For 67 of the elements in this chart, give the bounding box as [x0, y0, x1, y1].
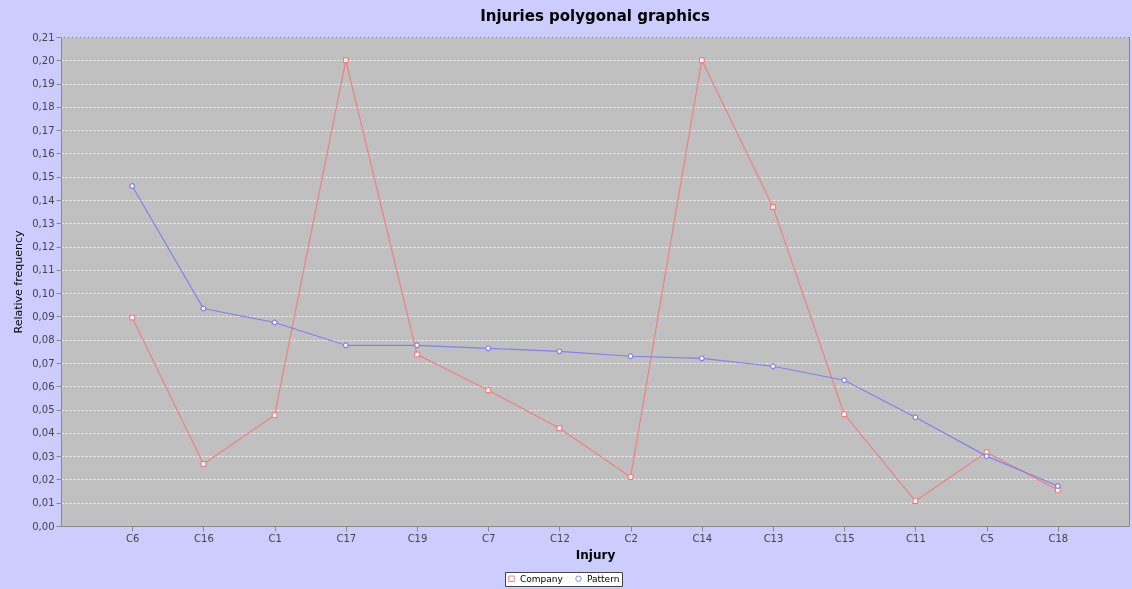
y-tick-label: 0,04 [32, 427, 55, 439]
point [841, 411, 848, 418]
point [271, 412, 278, 419]
point [129, 314, 136, 321]
legend-label: Company [520, 573, 564, 584]
y-tick-label: 0,16 [32, 147, 55, 159]
x-tick-label: C14 [692, 532, 713, 544]
x-tick-label: C12 [550, 532, 570, 544]
x-tick-label: C18 [1048, 532, 1069, 544]
point [129, 183, 136, 189]
y-tick-label: 0,10 [32, 287, 55, 299]
y-tick-label: 0,08 [32, 334, 55, 346]
x-axis-title: Injury [575, 547, 616, 562]
y-tick-label: 0,05 [32, 404, 55, 416]
point [627, 474, 634, 481]
point [770, 204, 776, 210]
x-tick-label: C19 [407, 532, 428, 544]
x-tick-label: C2 [624, 532, 638, 544]
y-tick-label: 0,19 [32, 78, 55, 90]
point [841, 377, 848, 384]
point [912, 414, 919, 421]
point [556, 348, 563, 355]
y-tick-label: 0,14 [32, 194, 55, 206]
y-tick-label: 0,21 [32, 31, 55, 43]
y-tick-label: 0,20 [32, 54, 55, 66]
x-tick-label: C17 [336, 532, 357, 544]
x-tick-label: C5 [980, 532, 994, 544]
point [342, 342, 349, 349]
point [200, 305, 207, 312]
y-tick-label: 0,00 [32, 520, 55, 532]
y-tick-label: 0,03 [32, 450, 55, 462]
point [1054, 483, 1061, 489]
point [485, 345, 492, 352]
point [983, 453, 990, 460]
x-tick-label: C15 [834, 532, 855, 544]
y-tick-label: 0,17 [32, 124, 55, 136]
x-tick-label: C16 [194, 532, 214, 544]
y-axis-title: Relative frequency [12, 230, 26, 334]
x-tick-label: C6 [126, 532, 140, 544]
point [627, 353, 634, 360]
point [912, 498, 919, 505]
point [414, 342, 420, 349]
y-tick-label: 0,13 [32, 217, 55, 229]
point [556, 425, 563, 432]
point [698, 57, 705, 64]
point [770, 363, 776, 370]
point [271, 319, 278, 326]
x-tick-label: C7 [482, 532, 496, 544]
point [200, 461, 207, 467]
y-tick-label: 0,18 [32, 101, 55, 113]
y-tick-label: 0,02 [32, 473, 55, 485]
y-tick-label: 0,15 [32, 171, 55, 183]
y-tick-label: 0,01 [32, 497, 55, 509]
y-tick-label: 0,09 [32, 310, 55, 322]
y-tick-label: 0,12 [32, 241, 55, 253]
x-tick-label: C11 [906, 532, 926, 544]
y-tick-label: 0,07 [32, 357, 55, 369]
point [485, 387, 492, 394]
x-tick-label: C13 [763, 532, 784, 544]
point [342, 57, 349, 64]
y-tick-label: 0,11 [32, 264, 55, 276]
point [698, 355, 705, 362]
legend-label: Pattern [587, 573, 620, 584]
point [414, 351, 420, 358]
y-tick-label: 0,06 [32, 380, 55, 392]
x-tick-label: C1 [268, 532, 282, 544]
chart-title: Injuries polygonal graphics [480, 7, 710, 25]
